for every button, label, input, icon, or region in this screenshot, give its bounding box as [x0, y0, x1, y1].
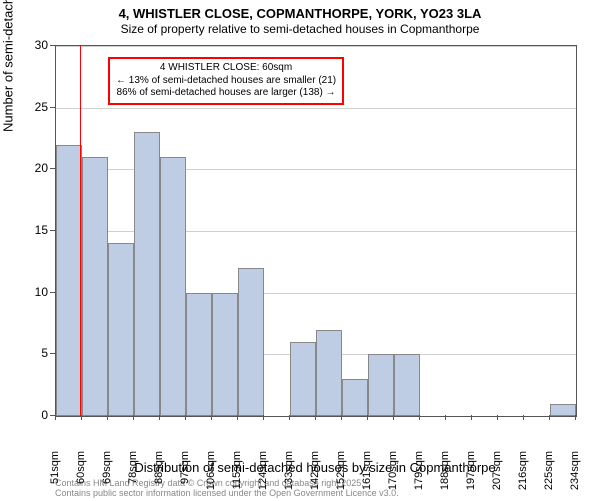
x-tick-mark	[237, 415, 238, 420]
property-marker-line	[80, 46, 81, 416]
x-tick-mark	[341, 415, 342, 420]
y-tick-label: 5	[18, 346, 48, 360]
x-tick-mark	[471, 415, 472, 420]
x-tick-mark	[81, 415, 82, 420]
x-tick-label: 97sqm	[179, 451, 191, 501]
x-tick-mark	[133, 415, 134, 420]
x-tick-mark	[107, 415, 108, 420]
x-tick-label: 188sqm	[439, 451, 451, 501]
x-tick-label: 88sqm	[153, 451, 165, 501]
histogram-bar	[290, 342, 316, 416]
x-tick-label: 152sqm	[335, 451, 347, 501]
x-tick-mark	[549, 415, 550, 420]
x-tick-label: 51sqm	[49, 451, 61, 501]
x-tick-label: 225sqm	[543, 451, 555, 501]
x-tick-mark	[523, 415, 524, 420]
title-main: 4, WHISTLER CLOSE, COPMANTHORPE, YORK, Y…	[0, 6, 600, 21]
y-tick-label: 30	[18, 38, 48, 52]
histogram-bar	[316, 330, 342, 416]
gridline	[56, 108, 576, 109]
histogram-bar	[108, 243, 134, 416]
y-tick-mark	[50, 45, 55, 46]
x-tick-label: 216sqm	[517, 451, 529, 501]
y-tick-mark	[50, 230, 55, 231]
histogram-bar	[82, 157, 108, 416]
histogram-bar	[212, 293, 238, 416]
x-tick-label: 115sqm	[231, 451, 243, 501]
x-tick-label: 60sqm	[75, 451, 87, 501]
x-tick-mark	[211, 415, 212, 420]
x-tick-label: 170sqm	[387, 451, 399, 501]
x-tick-label: 179sqm	[413, 451, 425, 501]
x-tick-mark	[185, 415, 186, 420]
histogram-bar	[238, 268, 264, 416]
x-tick-mark	[159, 415, 160, 420]
x-tick-mark	[393, 415, 394, 420]
y-tick-label: 25	[18, 100, 48, 114]
annotation-line: 86% of semi-detached houses are larger (…	[116, 87, 336, 100]
x-tick-label: 106sqm	[205, 451, 217, 501]
x-tick-mark	[289, 415, 290, 420]
y-tick-label: 10	[18, 285, 48, 299]
x-tick-mark	[55, 415, 56, 420]
annotation-line: 4 WHISTLER CLOSE: 60sqm	[116, 62, 336, 75]
x-tick-mark	[419, 415, 420, 420]
histogram-bar	[394, 354, 420, 416]
y-tick-mark	[50, 353, 55, 354]
title-block: 4, WHISTLER CLOSE, COPMANTHORPE, YORK, Y…	[0, 0, 600, 36]
histogram-bar	[342, 379, 368, 416]
y-tick-label: 0	[18, 408, 48, 422]
title-sub: Size of property relative to semi-detach…	[0, 22, 600, 36]
y-tick-mark	[50, 107, 55, 108]
y-tick-mark	[50, 292, 55, 293]
x-tick-label: 78sqm	[127, 451, 139, 501]
x-tick-mark	[263, 415, 264, 420]
histogram-bar	[56, 145, 82, 416]
x-tick-mark	[445, 415, 446, 420]
x-tick-label: 124sqm	[257, 451, 269, 501]
gridline	[56, 46, 576, 47]
annotation-line: ← 13% of semi-detached houses are smalle…	[116, 75, 336, 88]
x-tick-label: 234sqm	[569, 451, 581, 501]
y-tick-mark	[50, 168, 55, 169]
chart-plot-area: 4 WHISTLER CLOSE: 60sqm← 13% of semi-det…	[55, 45, 577, 417]
y-tick-label: 20	[18, 161, 48, 175]
annotation-box: 4 WHISTLER CLOSE: 60sqm← 13% of semi-det…	[108, 57, 344, 105]
x-tick-label: 142sqm	[309, 451, 321, 501]
y-tick-label: 15	[18, 223, 48, 237]
x-tick-label: 69sqm	[101, 451, 113, 501]
y-axis-label: Number of semi-detached properties	[1, 0, 16, 132]
histogram-bar	[160, 157, 186, 416]
x-tick-mark	[367, 415, 368, 420]
histogram-bar	[186, 293, 212, 416]
histogram-bar	[550, 404, 576, 416]
x-tick-label: 161sqm	[361, 451, 373, 501]
x-tick-label: 207sqm	[491, 451, 503, 501]
x-tick-label: 197sqm	[465, 451, 477, 501]
x-tick-mark	[497, 415, 498, 420]
histogram-bar	[368, 354, 394, 416]
x-tick-label: 133sqm	[283, 451, 295, 501]
x-tick-mark	[575, 415, 576, 420]
histogram-bar	[134, 132, 160, 416]
x-tick-mark	[315, 415, 316, 420]
